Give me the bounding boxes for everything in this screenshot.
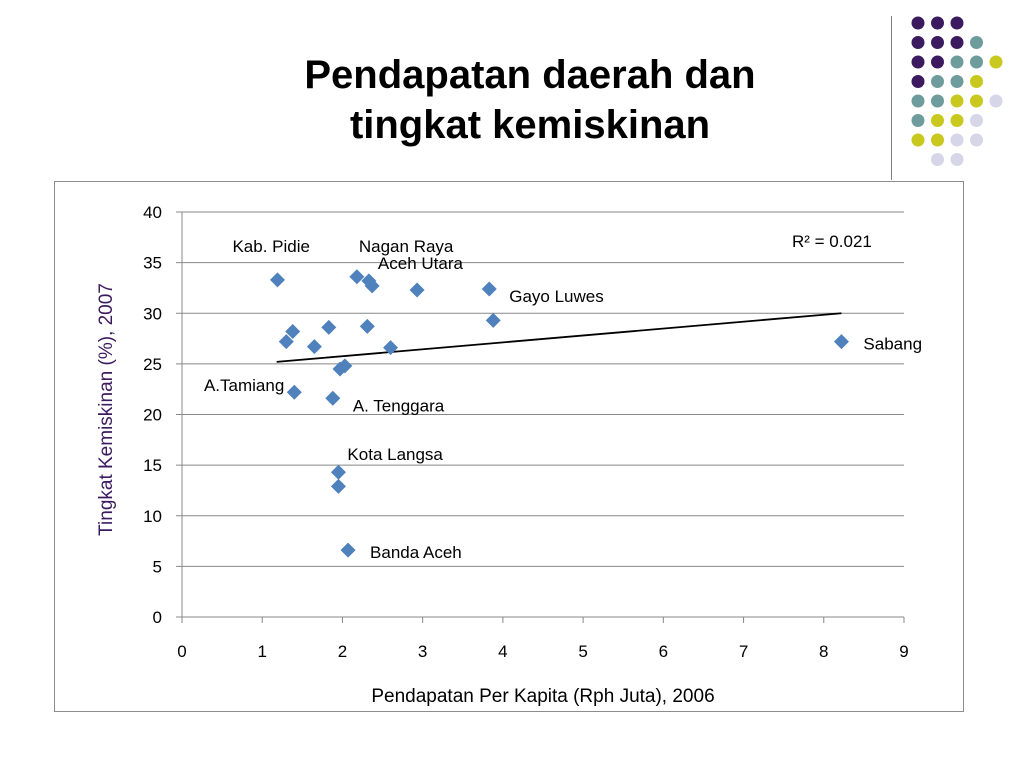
data-point [269, 272, 285, 288]
data-label: A. Tenggara [353, 396, 445, 415]
decor-dot [950, 55, 964, 69]
data-label: Nagan Raya [359, 237, 454, 256]
data-label: Aceh Utara [378, 254, 464, 273]
decor-dot [970, 114, 983, 127]
decor-dot [950, 75, 964, 88]
y-tick-label: 0 [153, 608, 162, 627]
decor-dot [911, 75, 925, 88]
x-tick-label: 2 [338, 642, 347, 661]
x-axis-label: Pendapatan Per Kapita (Rph Juta), 2006 [371, 686, 714, 707]
data-label: Gayo Luwes [509, 287, 604, 306]
y-tick-label: 30 [143, 304, 162, 323]
data-point [340, 542, 356, 558]
trendline [276, 312, 842, 363]
data-point [481, 281, 497, 297]
data-label: Banda Aceh [370, 543, 462, 562]
y-tick-label: 20 [143, 406, 162, 425]
data-point [278, 334, 294, 350]
decor-dot [931, 153, 944, 166]
decor-dot [950, 114, 964, 127]
decor-dot [950, 153, 964, 166]
x-tick-label: 6 [659, 642, 668, 661]
data-point [330, 478, 346, 494]
data-point [321, 319, 337, 335]
decor-dot [931, 133, 944, 147]
data-point [285, 323, 301, 339]
data-point [349, 269, 365, 285]
decor-dot [911, 133, 925, 147]
decor-dot [911, 114, 925, 127]
y-tick-label: 5 [153, 557, 162, 576]
data-point [306, 339, 322, 355]
y-tick-label: 15 [143, 456, 162, 475]
decor-dot [970, 133, 983, 147]
data-label: Kota Langsa [347, 445, 443, 464]
y-tick-label: 25 [143, 355, 162, 374]
decor-dot [970, 36, 983, 49]
decor-dot [970, 55, 983, 69]
y-tick-label: 10 [143, 507, 162, 526]
decor-dot [931, 36, 944, 49]
decor-dot [931, 16, 944, 30]
x-tick-label: 5 [578, 642, 587, 661]
data-point [364, 278, 380, 294]
decor-dot [911, 94, 925, 108]
data-point [286, 384, 302, 400]
decor-dot [931, 94, 944, 108]
x-tick-label: 3 [418, 642, 427, 661]
data-point [383, 340, 399, 356]
title-line-2: tingkat kemiskinan [349, 103, 711, 147]
decor-dot [931, 75, 944, 88]
chart-frame: 0 5 10 15 20 25 30 35 40 0 1 2 3 4 5 6 7 8 9 Pendapatan Per… [54, 181, 964, 712]
decor-dot [931, 55, 944, 69]
decor-dot [989, 94, 1003, 108]
data-point [330, 464, 346, 480]
slide-title: Pendapatan daerah dan tingkat kemiskinan [230, 50, 830, 150]
y-axis-label: Tingkat Kemiskinan (%), 2007 [96, 283, 117, 536]
decor-dot [950, 16, 964, 30]
x-tick-label: 1 [257, 642, 266, 661]
decor-dot [950, 36, 964, 49]
decor-dot [950, 94, 964, 108]
title-line-1: Pendapatan daerah dan [304, 53, 756, 97]
data-point [361, 273, 377, 289]
x-tick-label: 0 [177, 642, 186, 661]
decor-dot [989, 55, 1003, 69]
data-label: A.Tamiang [204, 376, 284, 395]
decorative-divider [891, 16, 892, 180]
x-tick-label: 4 [498, 642, 507, 661]
data-label: Sabang [863, 335, 922, 354]
data-point [325, 390, 341, 406]
data-point [485, 312, 501, 328]
decor-dot [911, 55, 925, 69]
data-point [337, 358, 353, 374]
decor-dot [911, 16, 925, 30]
data-point [359, 318, 375, 334]
decor-dot [911, 36, 925, 49]
decor-dot [970, 94, 983, 108]
decor-dot [950, 133, 964, 147]
decor-dot [931, 114, 944, 127]
x-tick-label: 7 [739, 642, 748, 661]
x-tick-label: 9 [899, 642, 908, 661]
data-point [409, 282, 425, 298]
data-point [833, 334, 849, 350]
r-squared-label: R² = 0.021 [792, 232, 872, 251]
data-label: Kab. Pidie [232, 237, 310, 256]
decor-dot [970, 75, 983, 88]
decorative-dot-grid [911, 16, 1003, 166]
scatter-chart: 0 5 10 15 20 25 30 35 40 0 1 2 3 4 5 6 7 8 9 Pendapatan Per… [96, 203, 922, 707]
x-tick-label: 8 [819, 642, 828, 661]
y-tick-label: 35 [143, 254, 162, 273]
y-tick-label: 40 [143, 203, 162, 222]
